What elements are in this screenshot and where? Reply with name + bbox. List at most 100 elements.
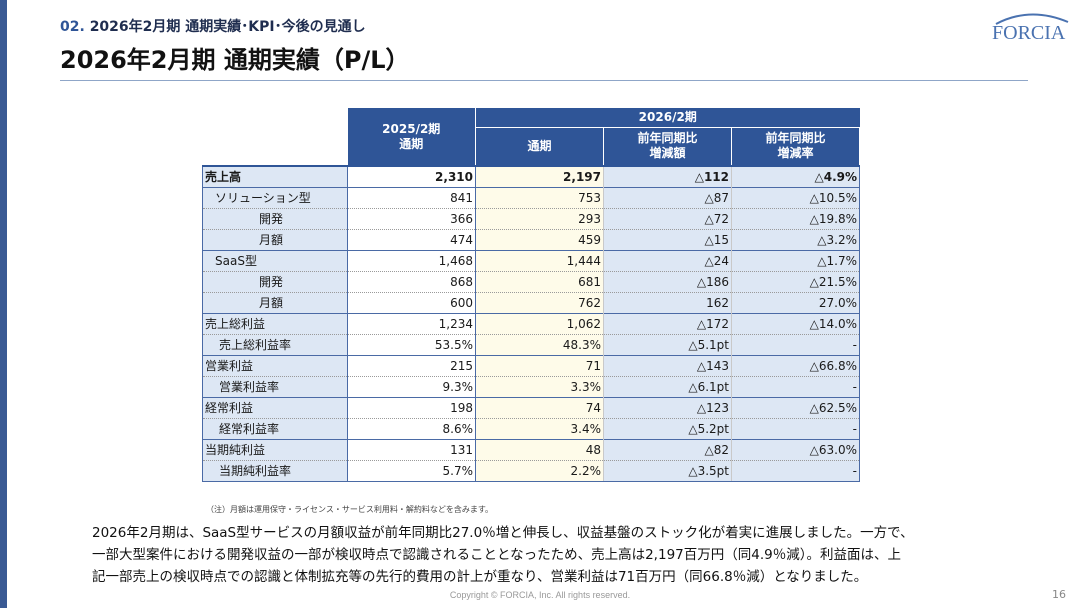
- header-2025-sub: 通期: [399, 136, 424, 151]
- row-label: ソリューション型: [202, 186, 348, 208]
- cell-2025: 2,310: [347, 165, 476, 187]
- row-label: 月額: [202, 228, 348, 250]
- page-title: 2026年2月期 通期実績（P/L）: [60, 46, 410, 74]
- logo-text: FORCIA: [992, 22, 1066, 44]
- header-yoy-rate-line2: 増減率: [777, 146, 814, 161]
- cell-rate: -: [731, 375, 860, 397]
- cell-diff: △143: [603, 354, 732, 376]
- cell-2026: 74: [475, 396, 604, 418]
- cell-diff: 162: [603, 291, 732, 313]
- row-label: 売上高: [202, 165, 348, 187]
- summary-line: 記一部売上の検収時点での認識と体制拡充等の先行的費用の計上が重なり、営業利益は7…: [92, 569, 868, 585]
- row-label: 開発: [202, 270, 348, 292]
- row-label: 売上総利益: [202, 312, 348, 334]
- row-label: 経常利益率: [202, 417, 348, 439]
- cell-2026: 48: [475, 438, 604, 460]
- cell-rate: -: [731, 417, 860, 439]
- cell-diff: △5.2pt: [603, 417, 732, 439]
- row-label: 営業利益: [202, 354, 348, 376]
- cell-rate: △10.5%: [731, 186, 860, 208]
- cell-rate: △4.9%: [731, 165, 860, 187]
- header-2025-label: 2025/2期: [382, 121, 441, 136]
- cell-diff: △82: [603, 438, 732, 460]
- cell-2025: 53.5%: [347, 333, 476, 355]
- copyright: Copyright © FORCIA, Inc. All rights rese…: [449, 590, 631, 600]
- section-title: 2026年2月期 通期実績･KPI･今後の見通し: [89, 19, 366, 35]
- cell-2025: 131: [347, 438, 476, 460]
- summary-line: 一部大型案件における開発収益の一部が検収時点で認識されることとなったため、売上高…: [92, 547, 901, 563]
- table-row: 月額 600 762 162 27.0%: [202, 291, 860, 313]
- cell-rate: 27.0%: [731, 291, 860, 313]
- table-row: 開発 868 681 △186 △21.5%: [202, 270, 860, 292]
- cell-2025: 868: [347, 270, 476, 292]
- cell-2025: 215: [347, 354, 476, 376]
- cell-2025: 9.3%: [347, 375, 476, 397]
- cell-diff: △5.1pt: [603, 333, 732, 355]
- cell-rate: -: [731, 459, 860, 482]
- row-label: SaaS型: [202, 249, 348, 271]
- cell-2025: 841: [347, 186, 476, 208]
- cell-2026: 3.3%: [475, 375, 604, 397]
- table-row: 月額 474 459 △15 △3.2%: [202, 228, 860, 250]
- table-footnote: （注）月額は運用保守・ライセンス・サービス利用料・解約料などを含みます。: [206, 505, 494, 514]
- cell-diff: △87: [603, 186, 732, 208]
- cell-diff: △123: [603, 396, 732, 418]
- header-2025: 2025/2期 通期: [347, 108, 476, 166]
- cell-2025: 1,468: [347, 249, 476, 271]
- row-label: 当期純利益率: [202, 459, 348, 482]
- header-yoy-amount-line2: 増減額: [649, 146, 686, 161]
- table-row: 売上総利益率 53.5% 48.3% △5.1pt -: [202, 333, 860, 355]
- cell-2026: 71: [475, 354, 604, 376]
- cell-rate: △62.5%: [731, 396, 860, 418]
- cell-2025: 1,234: [347, 312, 476, 334]
- cell-diff: △24: [603, 249, 732, 271]
- header-yoy-rate: 前年同期比 増減率: [731, 127, 860, 166]
- table-row: 営業利益率 9.3% 3.3% △6.1pt -: [202, 375, 860, 397]
- table-row: SaaS型 1,468 1,444 △24 △1.7%: [202, 249, 860, 271]
- row-label: 営業利益率: [202, 375, 348, 397]
- table-row: 当期純利益 131 48 △82 △63.0%: [202, 438, 860, 460]
- cell-diff: △186: [603, 270, 732, 292]
- table-row: ソリューション型 841 753 △87 △10.5%: [202, 186, 860, 208]
- summary-text: 2026年2月期は、SaaS型サービスの月額収益が前年同期比27.0％増と伸長し…: [92, 522, 1004, 588]
- section-heading: 02. 2026年2月期 通期実績･KPI･今後の見通し: [60, 16, 366, 36]
- row-label: 売上総利益率: [202, 333, 348, 355]
- cell-diff: △72: [603, 207, 732, 229]
- cell-rate: △66.8%: [731, 354, 860, 376]
- table-row: 経常利益 198 74 △123 △62.5%: [202, 396, 860, 418]
- forcia-logo: FORCIA: [990, 10, 1072, 50]
- table-row: 経常利益率 8.6% 3.4% △5.2pt -: [202, 417, 860, 439]
- cell-2026: 459: [475, 228, 604, 250]
- cell-2026: 2,197: [475, 165, 604, 187]
- cell-2025: 8.6%: [347, 417, 476, 439]
- cell-2026: 681: [475, 270, 604, 292]
- cell-2025: 366: [347, 207, 476, 229]
- cell-diff: △112: [603, 165, 732, 187]
- title-divider: [60, 80, 1028, 81]
- header-2026-group: 2026/2期: [475, 108, 860, 128]
- cell-2026: 48.3%: [475, 333, 604, 355]
- cell-diff: △172: [603, 312, 732, 334]
- cell-rate: △14.0%: [731, 312, 860, 334]
- header-blank-cell: [203, 108, 348, 166]
- row-label: 開発: [202, 207, 348, 229]
- cell-diff: △3.5pt: [603, 459, 732, 482]
- header-yoy-amount-line1: 前年同期比: [637, 131, 698, 146]
- header-yoy-rate-line1: 前年同期比: [765, 131, 826, 146]
- table-row: 売上総利益 1,234 1,062 △172 △14.0%: [202, 312, 860, 334]
- header-2026-full: 通期: [475, 127, 604, 166]
- cell-diff: △6.1pt: [603, 375, 732, 397]
- cell-rate: △21.5%: [731, 270, 860, 292]
- cell-2026: 3.4%: [475, 417, 604, 439]
- cell-rate: -: [731, 333, 860, 355]
- left-accent-bar: [0, 0, 7, 608]
- cell-rate: △1.7%: [731, 249, 860, 271]
- cell-2025: 5.7%: [347, 459, 476, 482]
- cell-2026: 1,062: [475, 312, 604, 334]
- row-label: 月額: [202, 291, 348, 313]
- table-row: 当期純利益率 5.7% 2.2% △3.5pt -: [202, 459, 860, 482]
- cell-2026: 1,444: [475, 249, 604, 271]
- cell-2026: 2.2%: [475, 459, 604, 482]
- header-yoy-amount: 前年同期比 増減額: [603, 127, 732, 166]
- cell-2025: 600: [347, 291, 476, 313]
